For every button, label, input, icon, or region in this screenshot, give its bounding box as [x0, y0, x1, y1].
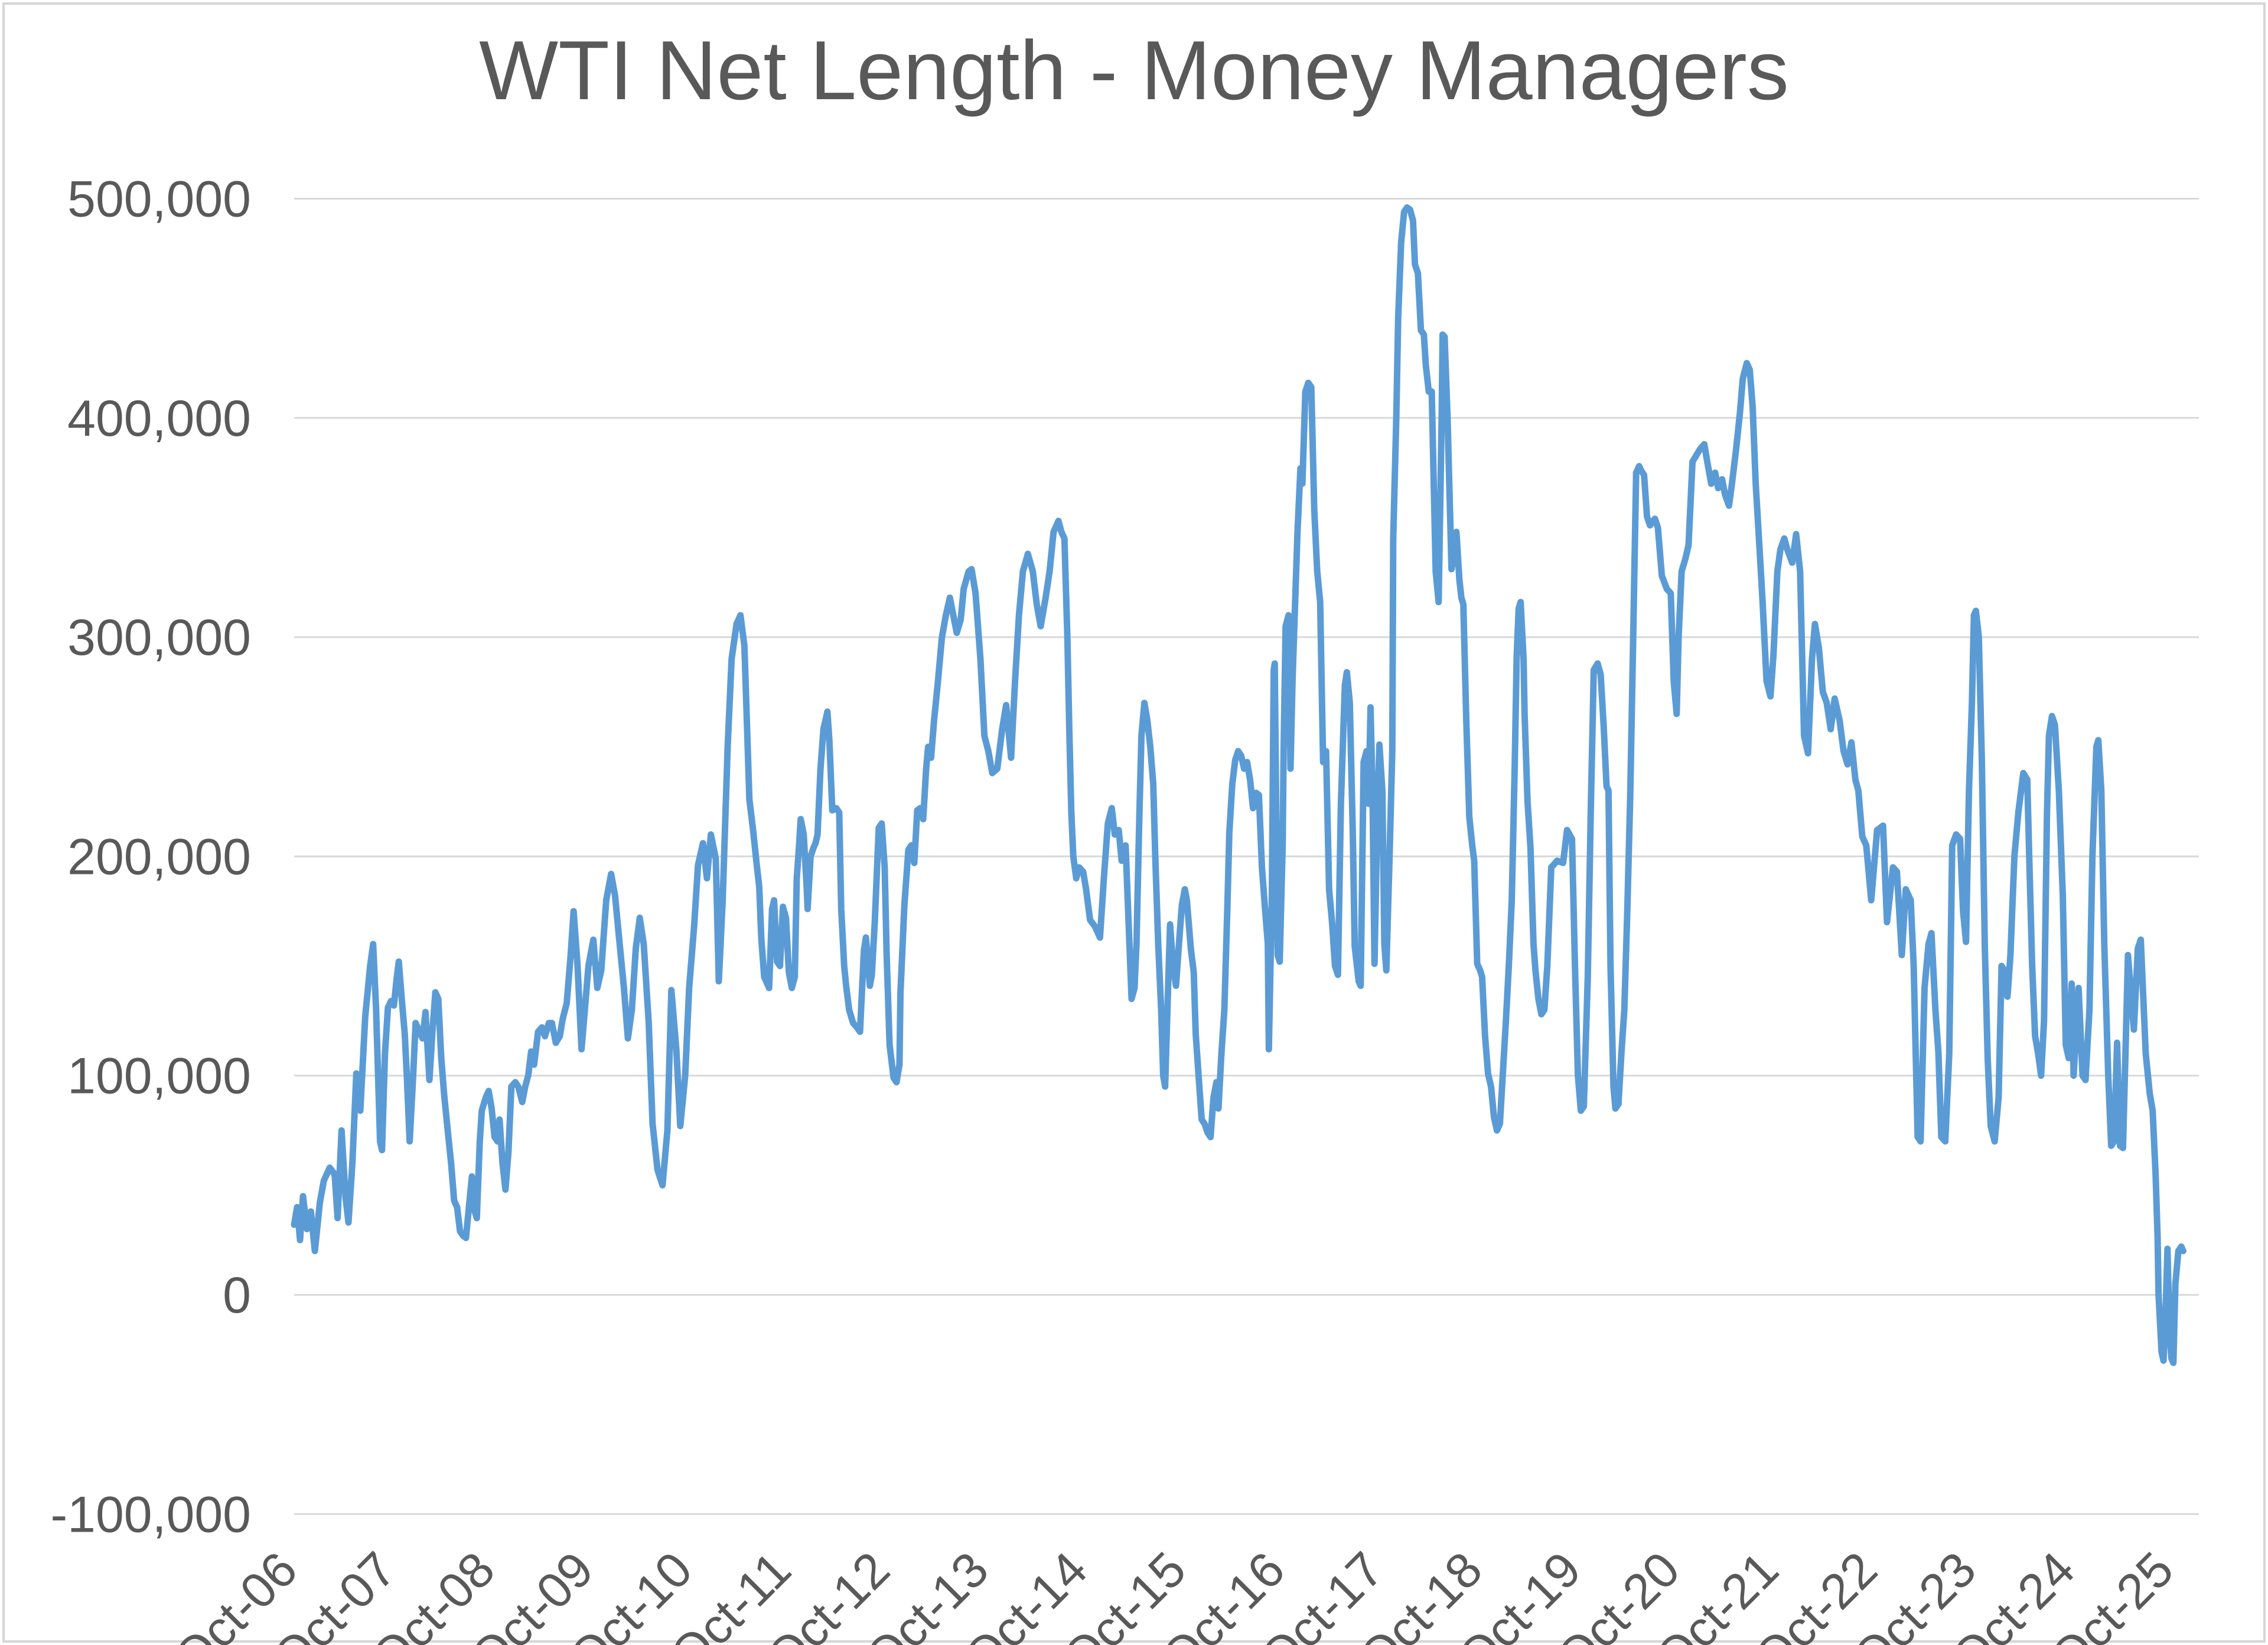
y-axis-tick-label: 100,000: [67, 1048, 251, 1105]
gridlines-layer: [294, 198, 2199, 1515]
series-line: [291, 204, 2186, 1366]
y-axis-tick-label: -100,000: [50, 1486, 251, 1543]
y-axis-tick-label: 0: [223, 1267, 251, 1324]
chart-title: WTI Net Length - Money Managers: [479, 24, 1789, 117]
y-axis-labels: 500,000 400,000 300,000 200,000 100,000 0 -100…: [50, 171, 251, 1543]
y-axis-tick-label: 500,000: [67, 171, 251, 228]
series-layer: [291, 204, 2186, 1366]
y-axis-tick-label: 200,000: [67, 828, 251, 885]
y-axis-tick-label: 300,000: [67, 609, 251, 666]
x-axis-labels: Oct-06Oct-07Oct-08Oct-09Oct-10Oct-11Oct-…: [163, 1541, 2184, 1645]
y-axis-tick-label: 400,000: [67, 390, 251, 447]
